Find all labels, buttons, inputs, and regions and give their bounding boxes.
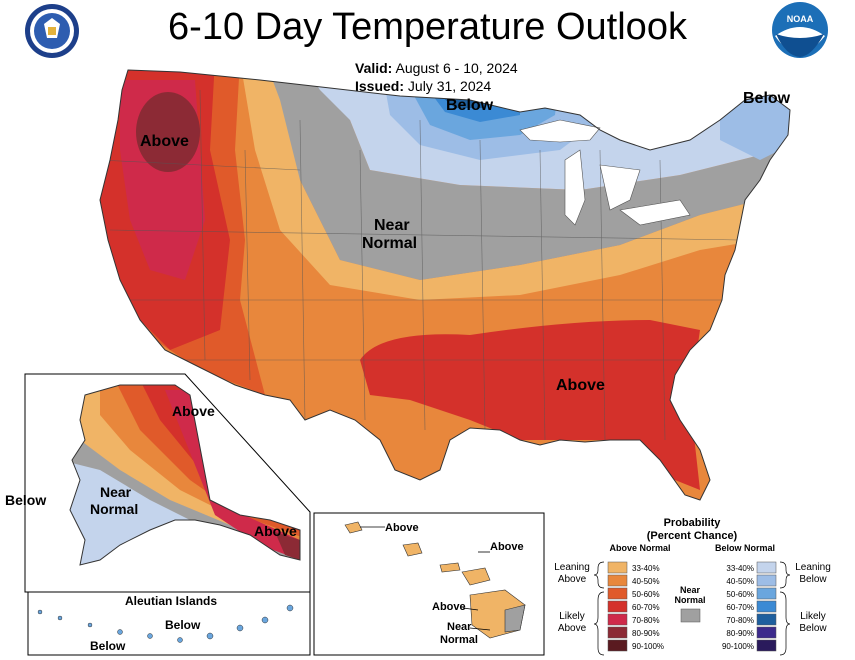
alaska-near-normal-label-line2: Normal [90,501,138,517]
alaska-panhandle-above-label: Above [254,523,297,539]
hawaii-inset [313,512,545,656]
conus-below-northeast-label: Below [743,90,791,107]
below-normal-label-1: 40-50% [726,577,754,586]
legend-near-line2: Normal [674,595,705,605]
conus-above-west-label: Above [140,133,189,150]
alaska-inset [24,373,311,656]
below-normal-swatches: 33-40% 40-50% 50-60% 60-70% 70-80% 80-90% 90-1… [722,561,777,652]
legend-likely-below-line2: Below [799,623,827,634]
noaa-logo-icon: NOAA [772,2,828,58]
above-normal-swatch-4 [607,613,628,626]
above-normal-swatch-3 [607,600,628,613]
above-normal-label-0: 33-40% [632,564,660,573]
conus-below-north-label: Below [446,97,494,114]
noaa-logo-text: NOAA [787,14,814,24]
legend-near-line1: Near [680,585,701,595]
valid-date-row: Valid: August 6 - 10, 2024 [355,60,518,76]
hawaii-near-normal-label-line2: Normal [440,634,478,646]
above-normal-label-2: 50-60% [632,590,660,599]
legend-leaning-below-line2: Below [799,574,827,585]
alaska-above-label: Above [172,403,215,419]
below-normal-label-3: 60-70% [726,603,754,612]
commerce-seal-icon [25,4,79,58]
near-normal-swatch [680,608,701,623]
above-normal-label-4: 70-80% [632,616,660,625]
issued-label: Issued: [355,78,405,94]
conus-map [99,69,791,501]
legend-leaning-below-line1: Leaning [795,562,831,573]
legend-above-header: Above Normal [609,543,670,553]
below-normal-swatch-6 [756,639,777,652]
above-normal-swatch-5 [607,626,628,639]
above-normal-label-3: 60-70% [632,603,660,612]
legend-leaning-above-line2: Above [558,574,587,585]
aleutian-below-label-2: Below [90,639,126,653]
above-normal-label-6: 90-100% [632,642,664,651]
hawaii-near-normal-label-line1: Near [447,621,472,633]
conus-near-normal-label-line1: Near [374,217,410,234]
page-title: 6-10 Day Temperature Outlook [168,6,687,48]
hawaii-above-label-1: Above [385,522,419,534]
above-normal-swatch-2 [607,587,628,600]
below-normal-swatch-4 [756,613,777,626]
valid-label: Valid: [355,60,393,76]
legend-braces [593,561,791,656]
above-normal-swatch-0 [607,561,628,574]
below-normal-swatch-3 [756,600,777,613]
below-normal-swatch-0 [756,561,777,574]
valid-value: August 6 - 10, 2024 [395,60,518,76]
hawaii-above-label-3: Above [432,601,466,613]
below-normal-swatch-2 [756,587,777,600]
probability-legend: Probability (Percent Chance) Above Norma… [554,517,831,656]
alaska-below-label: Below [5,492,46,508]
aleutian-islands-title: Aleutian Islands [125,594,217,608]
below-normal-label-6: 90-100% [722,642,754,651]
conus-near-normal-label-line2: Normal [362,235,417,252]
legend-below-header: Below Normal [715,543,775,553]
below-normal-swatch-5 [756,626,777,639]
below-normal-swatch-1 [756,574,777,587]
legend-likely-above-line2: Above [558,623,587,634]
above-normal-swatch-6 [607,639,628,652]
legend-likely-below-line1: Likely [800,611,826,622]
below-normal-label-0: 33-40% [726,564,754,573]
legend-title-line1: Probability [664,517,722,529]
alaska-near-normal-label-line1: Near [100,484,132,500]
issued-value: July 31, 2024 [407,78,492,94]
issued-date-row: Issued: July 31, 2024 [355,78,491,94]
below-normal-label-4: 70-80% [726,616,754,625]
below-normal-label-5: 80-90% [726,629,754,638]
conus-above-southeast-label: Above [556,377,605,394]
aleutian-below-label-1: Below [165,618,201,632]
legend-title-line2: (Percent Chance) [647,530,738,542]
above-normal-label-1: 40-50% [632,577,660,586]
legend-leaning-above-line1: Leaning [554,562,590,573]
above-normal-swatches: 33-40% 40-50% 50-60% 60-70% 70-80% 80-90% 90-1… [607,561,664,652]
above-normal-label-5: 80-90% [632,629,660,638]
above-normal-swatch-1 [607,574,628,587]
below-normal-label-2: 50-60% [726,590,754,599]
hawaii-above-label-2: Above [490,541,524,553]
legend-likely-above-line1: Likely [559,611,585,622]
